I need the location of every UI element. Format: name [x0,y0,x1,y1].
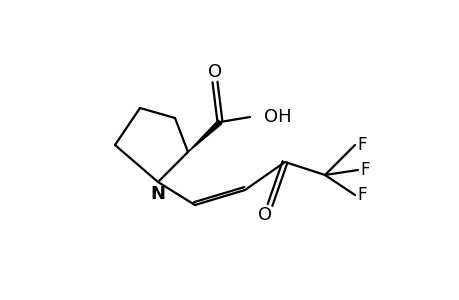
Text: F: F [359,161,369,179]
Text: N: N [150,185,165,203]
Text: O: O [257,206,271,224]
Text: OH: OH [263,108,291,126]
Text: F: F [357,186,366,204]
Text: O: O [207,63,222,81]
Text: F: F [357,136,366,154]
Polygon shape [188,120,221,152]
